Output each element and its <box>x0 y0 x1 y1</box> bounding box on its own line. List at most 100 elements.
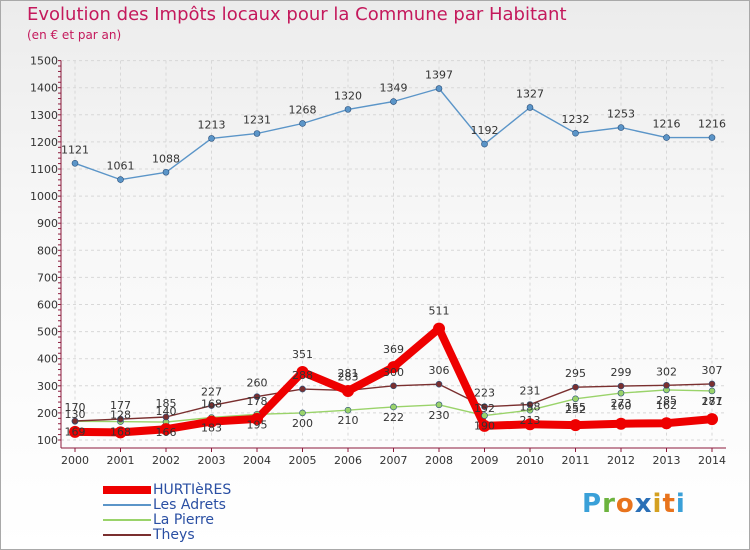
data-label-la-pierre: 285 <box>656 394 677 407</box>
proxiti-logo: Proxiti <box>582 489 686 519</box>
x-tick-label: 2002 <box>152 454 180 467</box>
brand-letter: o <box>615 489 635 519</box>
data-point-theys <box>617 382 625 390</box>
y-tick-label: 800 <box>37 244 58 257</box>
data-label-theys: 170 <box>65 401 86 414</box>
data-point-les-adrets <box>481 140 488 148</box>
data-label-les-adrets: 1216 <box>653 118 681 131</box>
legend-label-hurtieres: HURTIèRES <box>153 482 232 498</box>
data-point-hurti-res <box>478 419 491 432</box>
data-point-hurti-res <box>251 412 263 425</box>
y-tick-label: 1000 <box>30 190 58 203</box>
data-label-hurti-res: 152 <box>474 402 495 415</box>
x-tick-label: 2000 <box>61 454 89 467</box>
brand-letter: P <box>582 489 603 519</box>
data-label-theys: 307 <box>702 364 723 377</box>
data-point-hurti-res <box>69 425 81 438</box>
data-label-la-pierre: 273 <box>611 397 632 410</box>
data-label-theys: 227 <box>201 386 222 399</box>
data-point-les-adrets <box>572 129 579 137</box>
data-label-theys: 300 <box>383 366 404 379</box>
data-label-les-adrets: 1088 <box>152 152 180 165</box>
data-point-theys <box>299 385 306 393</box>
x-tick-label: 2010 <box>516 454 544 467</box>
data-label-hurti-res: 177 <box>702 395 723 408</box>
data-label-theys: 302 <box>656 365 677 378</box>
data-point-hurti-res <box>524 418 536 431</box>
data-label-les-adrets: 1121 <box>61 143 89 156</box>
x-tick-label: 2013 <box>653 454 681 467</box>
brand-letter: x <box>634 489 653 519</box>
data-label-hurti-res: 130 <box>65 408 86 421</box>
data-label-hurti-res: 511 <box>429 305 450 318</box>
y-tick-label: 400 <box>37 353 58 366</box>
data-label-les-adrets: 1268 <box>289 103 317 116</box>
data-point-theys <box>435 380 443 388</box>
data-point-theys <box>390 382 397 390</box>
data-label-hurti-res: 281 <box>338 367 359 380</box>
x-tick-label: 2001 <box>107 454 135 467</box>
data-label-la-pierre: 168 <box>110 426 131 439</box>
data-point-theys <box>481 403 488 410</box>
x-tick-label: 2008 <box>425 454 453 467</box>
data-label-theys: 295 <box>565 367 586 380</box>
data-point-hurti-res <box>342 384 354 397</box>
legend-swatch-les-adrets <box>103 504 151 506</box>
x-tick-label: 2009 <box>471 454 499 467</box>
data-label-theys: 260 <box>247 377 268 390</box>
x-tick-label: 2014 <box>698 454 726 467</box>
data-label-la-pierre: 190 <box>474 420 495 433</box>
data-point-les-adrets <box>663 134 670 141</box>
data-label-la-pierre: 210 <box>338 414 359 427</box>
data-label-les-adrets: 1253 <box>607 108 635 121</box>
legend-label-la-pierre: La Pierre <box>153 512 215 528</box>
data-point-hurti-res <box>114 426 127 439</box>
data-point-hurti-res <box>615 417 627 430</box>
data-point-les-adrets <box>299 120 306 127</box>
data-point-theys <box>572 383 579 391</box>
data-label-la-pierre: 200 <box>292 417 313 430</box>
data-point-hurti-res <box>205 415 218 428</box>
x-axis-ticks: 2000 2001 2002 2003 2004 2005 2006 2007 2008 2009… <box>61 454 726 467</box>
data-label-theys: 223 <box>474 387 495 400</box>
data-label-la-pierre: 281 <box>702 395 723 408</box>
chart-title: Evolution des Impôts locaux pour la Comm… <box>27 4 567 25</box>
data-point-theys <box>526 401 534 408</box>
brand-letter: r <box>602 489 616 519</box>
data-point-la-pierre <box>481 412 488 419</box>
data-label-les-adrets: 1397 <box>425 69 453 82</box>
data-point-theys <box>71 417 79 425</box>
x-tick-label: 2006 <box>334 454 362 467</box>
x-tick-label: 2003 <box>198 454 226 467</box>
data-label-hurti-res: 128 <box>110 408 131 421</box>
data-point-theys <box>253 393 261 400</box>
data-point-hurti-res <box>296 365 309 378</box>
data-label-theys: 299 <box>611 366 632 379</box>
data-point-hurti-res <box>706 413 718 426</box>
data-label-hurti-res: 140 <box>156 405 177 418</box>
data-label-la-pierre: 213 <box>520 414 541 427</box>
data-label-la-pierre: 252 <box>565 403 586 416</box>
data-point-theys <box>708 380 716 388</box>
data-point-les-adrets <box>435 85 443 92</box>
data-label-la-pierre: 222 <box>383 411 404 424</box>
x-tick-label: 2012 <box>607 454 635 467</box>
data-point-les-adrets <box>526 104 534 111</box>
data-point-les-adrets <box>390 98 397 105</box>
data-label-theys: 306 <box>429 364 450 377</box>
y-tick-label: 1500 <box>30 55 58 68</box>
data-label-theys: 177 <box>110 399 131 412</box>
data-point-hurti-res <box>160 423 172 436</box>
data-label-theys: 288 <box>292 369 313 382</box>
data-label-les-adrets: 1192 <box>471 124 499 137</box>
y-tick-label: 1200 <box>30 136 58 149</box>
data-point-la-pierre <box>617 389 625 397</box>
data-label-les-adrets: 1327 <box>516 87 544 100</box>
data-label-hurti-res: 158 <box>520 400 541 413</box>
data-labels: 1121 1061 1088 1213 1231 1268 1320 1349 1397 1192… <box>61 69 726 440</box>
data-label-hurti-res: 162 <box>656 399 677 412</box>
data-label-la-pierre: 183 <box>201 422 222 435</box>
y-tick-label: 100 <box>37 434 58 447</box>
data-label-theys: 231 <box>520 384 541 397</box>
